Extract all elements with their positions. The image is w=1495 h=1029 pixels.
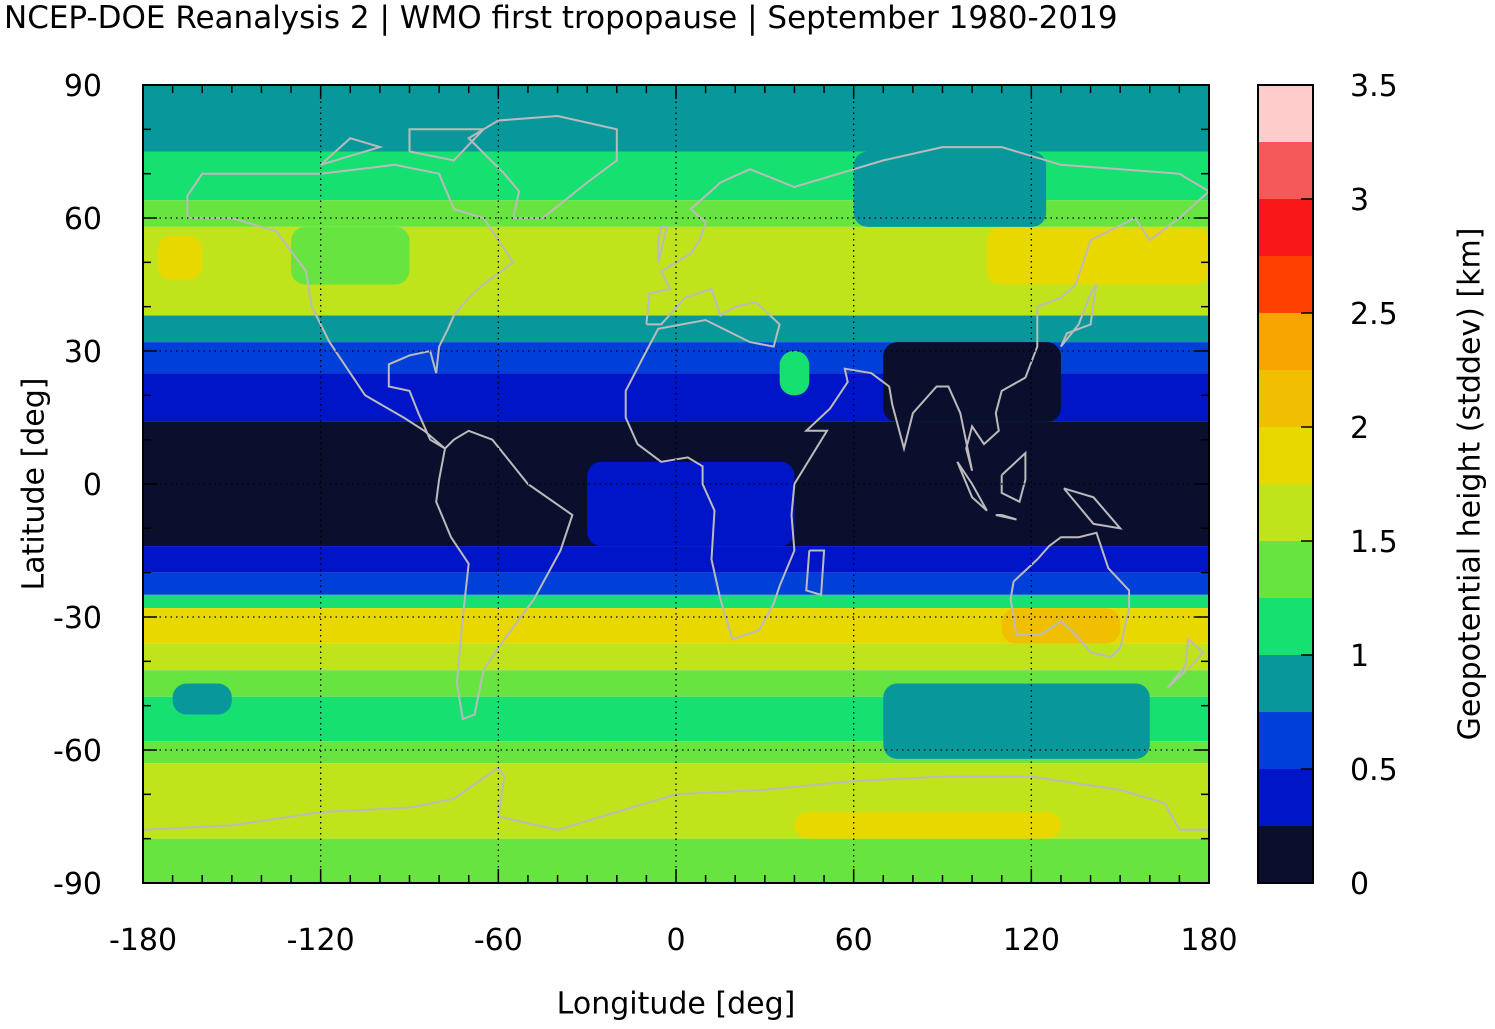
coastline <box>1063 487 1123 530</box>
heatmap-patch <box>1001 608 1121 644</box>
y-tick-label: 90 <box>64 69 102 104</box>
colorbar-swatch <box>1258 256 1313 313</box>
y-tick-label: 0 <box>83 468 102 503</box>
colorbar-swatch <box>1258 712 1313 769</box>
colorbar-swatch <box>1258 85 1313 142</box>
colorbar-swatch <box>1258 598 1313 655</box>
coastline <box>657 225 669 263</box>
coastline <box>320 137 384 166</box>
colorbar-tick-label: 1 <box>1350 639 1369 674</box>
coastline <box>142 766 1209 831</box>
colorbar-swatch <box>1258 370 1313 427</box>
y-tick-labels: 90 60 30 0 -30 -60 -90 <box>53 69 102 902</box>
colorbar-tick-label: 0 <box>1350 867 1369 902</box>
coastline <box>624 146 1211 641</box>
y-tick-label: -30 <box>53 601 102 636</box>
x-tick-label: -120 <box>287 923 355 958</box>
coastline <box>1000 450 1027 504</box>
colorbar-swatch <box>1258 826 1313 883</box>
heatmap-band <box>143 572 1209 595</box>
colorbar-swatch <box>1258 199 1313 256</box>
heatmap-band <box>143 643 1209 671</box>
colorbar-tick-label: 2.5 <box>1350 297 1398 332</box>
coastline <box>408 128 486 162</box>
colorbar-swatch <box>1258 313 1313 370</box>
colorbar-swatch <box>1258 769 1313 826</box>
colorbar-swatch <box>1258 655 1313 712</box>
colorbar-tick-label: 1.5 <box>1350 525 1398 560</box>
x-axis-label: Longitude [deg] <box>556 986 796 1022</box>
colorbar-tick-label: 0.5 <box>1350 753 1398 788</box>
heatmap-patch <box>853 151 1047 227</box>
colorbar-tick-label: 2 <box>1350 411 1369 446</box>
chart-title: NCEP-DOE Reanalysis 2 | WMO first tropop… <box>4 0 1118 36</box>
colorbar <box>1257 84 1314 884</box>
colorbar-swatch <box>1258 541 1313 598</box>
heatmap-band <box>143 151 1209 201</box>
heatmap-patch <box>779 351 810 396</box>
colorbar-tick-label: 3.5 <box>1350 69 1398 104</box>
heatmap-patch <box>587 461 795 547</box>
heatmap-patch <box>986 226 1209 285</box>
x-tick-label: -180 <box>109 923 177 958</box>
x-tick-labels: -180 -120 -60 0 60 120 180 <box>109 923 1238 958</box>
y-tick-label: 30 <box>64 335 102 370</box>
coastline <box>467 114 618 219</box>
x-tick-label: 180 <box>1180 923 1237 958</box>
coastline <box>995 514 1017 521</box>
heatmap-patch <box>291 226 410 285</box>
colorbar-swatch <box>1258 142 1313 199</box>
grid-lines <box>143 85 1209 883</box>
heatmap-patch <box>883 342 1061 422</box>
coastline <box>1009 531 1131 658</box>
y-tick-label: 60 <box>64 202 102 237</box>
heatmap-patch <box>172 683 232 715</box>
heatmap-patch <box>157 235 203 281</box>
colorbar-swatch <box>1258 484 1313 541</box>
x-tick-label: 60 <box>835 923 873 958</box>
x-tick-label: 0 <box>666 923 685 958</box>
coastline <box>1166 637 1205 689</box>
y-tick-label: -90 <box>53 867 102 902</box>
coastline <box>1059 283 1098 348</box>
heatmap-band <box>143 594 1209 609</box>
axis-ticks <box>142 84 1210 884</box>
heatmap-patch <box>794 812 1061 839</box>
x-tick-label: -60 <box>474 923 523 958</box>
coastline <box>805 549 826 597</box>
colorbar-swatch <box>1258 427 1313 484</box>
heatmap-patch <box>883 683 1150 759</box>
coastline <box>956 461 988 512</box>
coastlines <box>142 114 1211 831</box>
y-tick-label: -60 <box>53 734 102 769</box>
x-tick-label: 120 <box>1003 923 1060 958</box>
heatmap-band <box>143 315 1209 343</box>
colorbar-tick-labels: 3.5 3 2.5 2 1.5 1 0.5 0 <box>1350 69 1398 902</box>
colorbar-tick-label: 3 <box>1350 183 1369 218</box>
colorbar-frame <box>1257 84 1314 884</box>
